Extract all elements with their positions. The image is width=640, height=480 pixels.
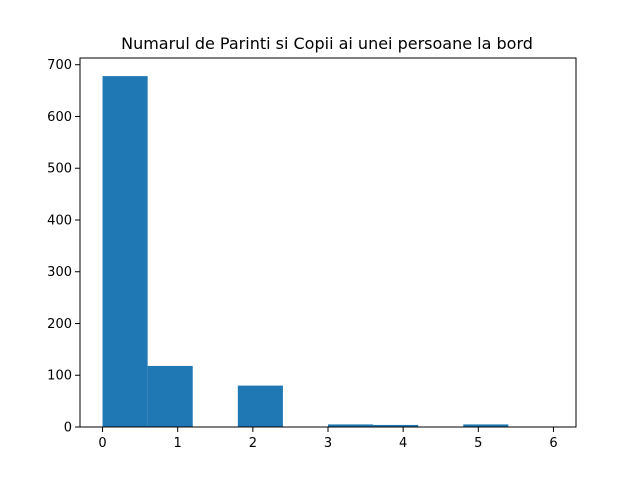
bars-group <box>102 76 554 428</box>
y-tick-label: 700 <box>47 58 72 73</box>
x-tick-label: 1 <box>174 436 182 451</box>
histogram-bar-5 <box>328 424 374 427</box>
y-axis: 0 100 200 300 400 500 600 700 <box>47 58 80 436</box>
y-tick-label: 600 <box>47 110 72 125</box>
chart-title: Numarul de Parinti si Copii ai unei pers… <box>121 34 533 53</box>
x-axis: 0 1 2 3 4 5 6 <box>98 427 558 451</box>
y-tick-label: 300 <box>47 265 72 280</box>
histogram-bar-6 <box>373 424 419 427</box>
y-tick-label: 200 <box>47 317 72 332</box>
y-tick-label: 500 <box>47 162 72 177</box>
y-tick-label: 100 <box>47 369 72 384</box>
histogram-bar-8 <box>463 424 509 427</box>
histogram-bar-3 <box>237 385 283 427</box>
histogram-bar-0 <box>102 76 148 428</box>
y-tick-label: 0 <box>64 421 72 436</box>
x-tick-label: 4 <box>399 436 407 451</box>
plot-frame <box>79 57 577 428</box>
x-tick-label: 5 <box>474 436 482 451</box>
histogram-bar-1 <box>147 365 193 427</box>
x-tick-label: 6 <box>549 436 557 451</box>
x-tick-label: 0 <box>98 436 106 451</box>
x-tick-label: 2 <box>249 436 257 451</box>
x-tick-label: 3 <box>324 436 332 451</box>
y-tick-label: 400 <box>47 213 72 228</box>
